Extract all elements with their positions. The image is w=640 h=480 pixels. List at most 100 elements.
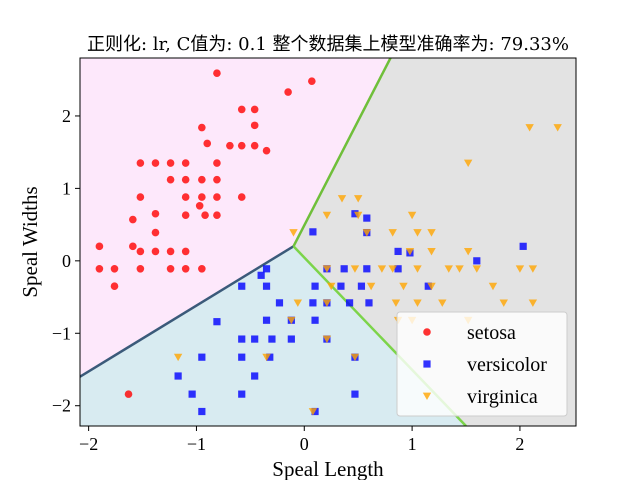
point-versicolor <box>238 282 246 290</box>
x-tick-label: −1 <box>187 434 206 454</box>
point-versicolor <box>257 271 265 279</box>
point-versicolor <box>473 257 481 265</box>
point-versicolor <box>311 282 319 290</box>
point-setosa <box>181 265 190 273</box>
point-setosa <box>166 159 175 167</box>
point-virginica <box>413 265 422 273</box>
point-setosa <box>237 105 246 114</box>
point-setosa <box>308 77 316 85</box>
point-virginica <box>173 353 183 362</box>
point-versicolor <box>268 335 276 343</box>
y-tick-label: 0 <box>62 251 71 271</box>
point-virginica <box>322 265 332 273</box>
point-virginica <box>399 282 408 291</box>
point-setosa <box>151 209 160 218</box>
y-axis-label: Speal Widths <box>18 186 42 297</box>
x-axis-label: Speal Length <box>272 457 384 480</box>
point-versicolor <box>238 390 246 398</box>
legend-box <box>396 311 568 417</box>
point-virginica <box>353 195 363 203</box>
point-versicolor <box>266 353 274 361</box>
point-virginica <box>499 299 508 307</box>
point-versicolor <box>309 228 317 236</box>
legend-label-setosa: setosa <box>467 322 516 344</box>
point-setosa <box>213 159 221 167</box>
point-setosa <box>136 193 145 201</box>
point-versicolor <box>213 318 221 326</box>
legend-label-versicolor: versicolor <box>467 354 547 376</box>
point-virginica <box>322 299 332 307</box>
point-setosa <box>250 105 259 114</box>
point-setosa <box>129 215 137 224</box>
point-virginica <box>287 316 296 325</box>
point-setosa <box>166 175 175 184</box>
point-setosa <box>181 159 190 167</box>
point-setosa <box>213 193 221 201</box>
point-versicolor <box>198 407 206 416</box>
point-versicolor <box>251 335 259 343</box>
point-virginica <box>350 265 360 273</box>
point-versicolor <box>287 335 295 343</box>
region-setosa <box>80 58 391 377</box>
point-setosa <box>284 88 292 96</box>
point-virginica <box>388 229 397 237</box>
point-setosa <box>198 123 206 132</box>
point-versicolor <box>351 390 359 398</box>
point-setosa <box>181 175 190 184</box>
point-setosa <box>129 242 137 251</box>
point-virginica <box>407 211 417 220</box>
point-versicolor <box>394 247 402 256</box>
x-tick-label: 1 <box>408 434 417 454</box>
point-setosa <box>166 247 175 256</box>
point-virginica <box>444 265 453 273</box>
point-setosa <box>95 242 104 251</box>
point-virginica <box>463 248 473 256</box>
point-setosa <box>136 159 145 167</box>
point-versicolor <box>262 316 271 324</box>
point-setosa <box>166 265 175 273</box>
point-setosa <box>136 247 145 256</box>
point-versicolor <box>340 265 348 273</box>
point-setosa <box>213 175 221 184</box>
point-virginica <box>553 124 562 132</box>
point-versicolor <box>345 299 354 307</box>
y-tick-label: −2 <box>52 396 71 416</box>
point-virginica <box>413 229 422 237</box>
point-versicolor <box>365 299 373 307</box>
point-versicolor <box>262 265 271 273</box>
point-virginica <box>353 211 363 220</box>
point-virginica <box>322 211 332 220</box>
point-versicolor <box>251 372 259 380</box>
point-versicolor <box>238 353 246 361</box>
y-tick-label: −1 <box>52 323 71 343</box>
point-setosa <box>181 247 190 256</box>
point-setosa <box>198 193 206 201</box>
point-virginica <box>327 282 336 291</box>
point-setosa <box>198 265 206 273</box>
point-virginica <box>438 299 447 307</box>
plot-frame <box>79 57 577 427</box>
point-setosa <box>151 228 160 237</box>
point-setosa <box>213 69 221 78</box>
point-setosa <box>151 247 160 256</box>
point-virginica <box>337 195 347 203</box>
point-setosa <box>110 282 119 290</box>
chart-title: 正则化: lr, C值为: 0.1 整个数据集上模型准确率为: 79.33% <box>87 34 569 55</box>
point-setosa <box>136 265 145 273</box>
point-setosa <box>237 193 246 201</box>
point-virginica <box>366 282 376 291</box>
point-setosa <box>181 211 190 219</box>
point-virginica <box>377 265 387 273</box>
point-setosa <box>124 390 133 398</box>
point-setosa <box>181 193 190 201</box>
point-virginica <box>472 265 481 273</box>
point-versicolor <box>275 299 284 307</box>
point-virginica <box>528 299 538 307</box>
point-versicolor <box>262 282 271 290</box>
point-virginica <box>427 229 436 237</box>
point-virginica <box>289 229 298 237</box>
point-virginica <box>427 248 436 256</box>
point-versicolor <box>188 390 196 398</box>
point-versicolor <box>394 265 402 273</box>
point-versicolor <box>337 282 345 290</box>
